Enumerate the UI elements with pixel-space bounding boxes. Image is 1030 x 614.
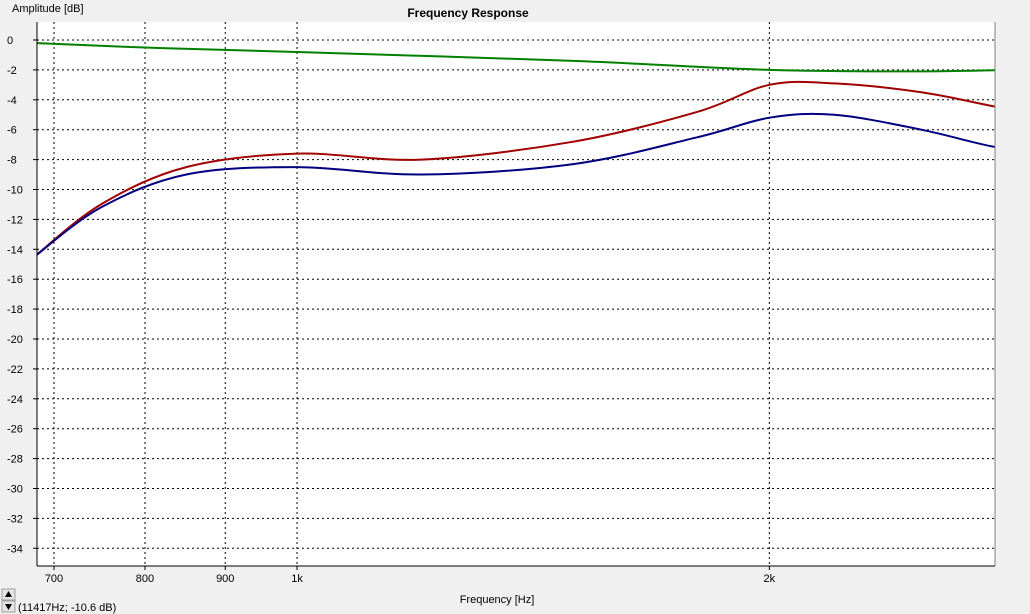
- y-tick-label: 0: [7, 35, 13, 47]
- series-line-3: [37, 112, 995, 256]
- x-tick-label: 1k: [291, 573, 303, 585]
- y-tick-label: -30: [7, 484, 23, 496]
- y-tick-label: -4: [7, 95, 17, 107]
- y-tick-label: -2: [7, 65, 17, 77]
- x-axis-label: Frequency [Hz]: [460, 594, 535, 606]
- cursor-readout: (11417Hz; -10.6 dB): [18, 602, 116, 614]
- y-tick-label: -20: [7, 334, 23, 346]
- x-tick-label: 2k: [764, 573, 776, 585]
- scroll-down-arrow-icon: [5, 604, 12, 610]
- scroll-up-arrow-icon: [5, 591, 12, 597]
- x-tick-label: 900: [216, 573, 234, 585]
- series-line-2: [37, 80, 995, 256]
- y-tick-label: -14: [7, 244, 23, 256]
- y-tick-label: -32: [7, 513, 23, 525]
- grid-lines: [37, 22, 995, 566]
- y-tick-label: -24: [7, 394, 23, 406]
- y-tick-label: -18: [7, 304, 23, 316]
- x-tick-label: 800: [136, 573, 154, 585]
- y-tick-label: -22: [7, 364, 23, 376]
- x-tick-labels: 7008009001k2k3k4k5k6k7k8k9k10k: [45, 566, 776, 585]
- plot-area[interactable]: [37, 22, 995, 566]
- y-tick-label: -6: [7, 125, 17, 137]
- scroll-down-button[interactable]: [1, 600, 16, 613]
- x-tick-label: 700: [45, 573, 63, 585]
- y-tick-label: -10: [7, 185, 23, 197]
- y-axis-label: Amplitude [dB]: [12, 3, 84, 15]
- y-tick-label: -26: [7, 424, 23, 436]
- y-tick-label: -16: [7, 274, 23, 286]
- series-line-1: [37, 42, 995, 73]
- y-tick-label: -12: [7, 214, 23, 226]
- y-tick-label: -34: [7, 543, 23, 555]
- scroll-up-button[interactable]: [1, 588, 16, 601]
- y-tick-labels: 0 -2 -4 -6 -8 -10 -12 -14 -16 -18 -20 -22 -24 -26 -28 -…: [7, 35, 37, 555]
- chart-title: Frequency Response: [407, 6, 529, 20]
- series-lines: [37, 42, 995, 256]
- y-tick-label: -8: [7, 155, 17, 167]
- y-tick-label: -28: [7, 454, 23, 466]
